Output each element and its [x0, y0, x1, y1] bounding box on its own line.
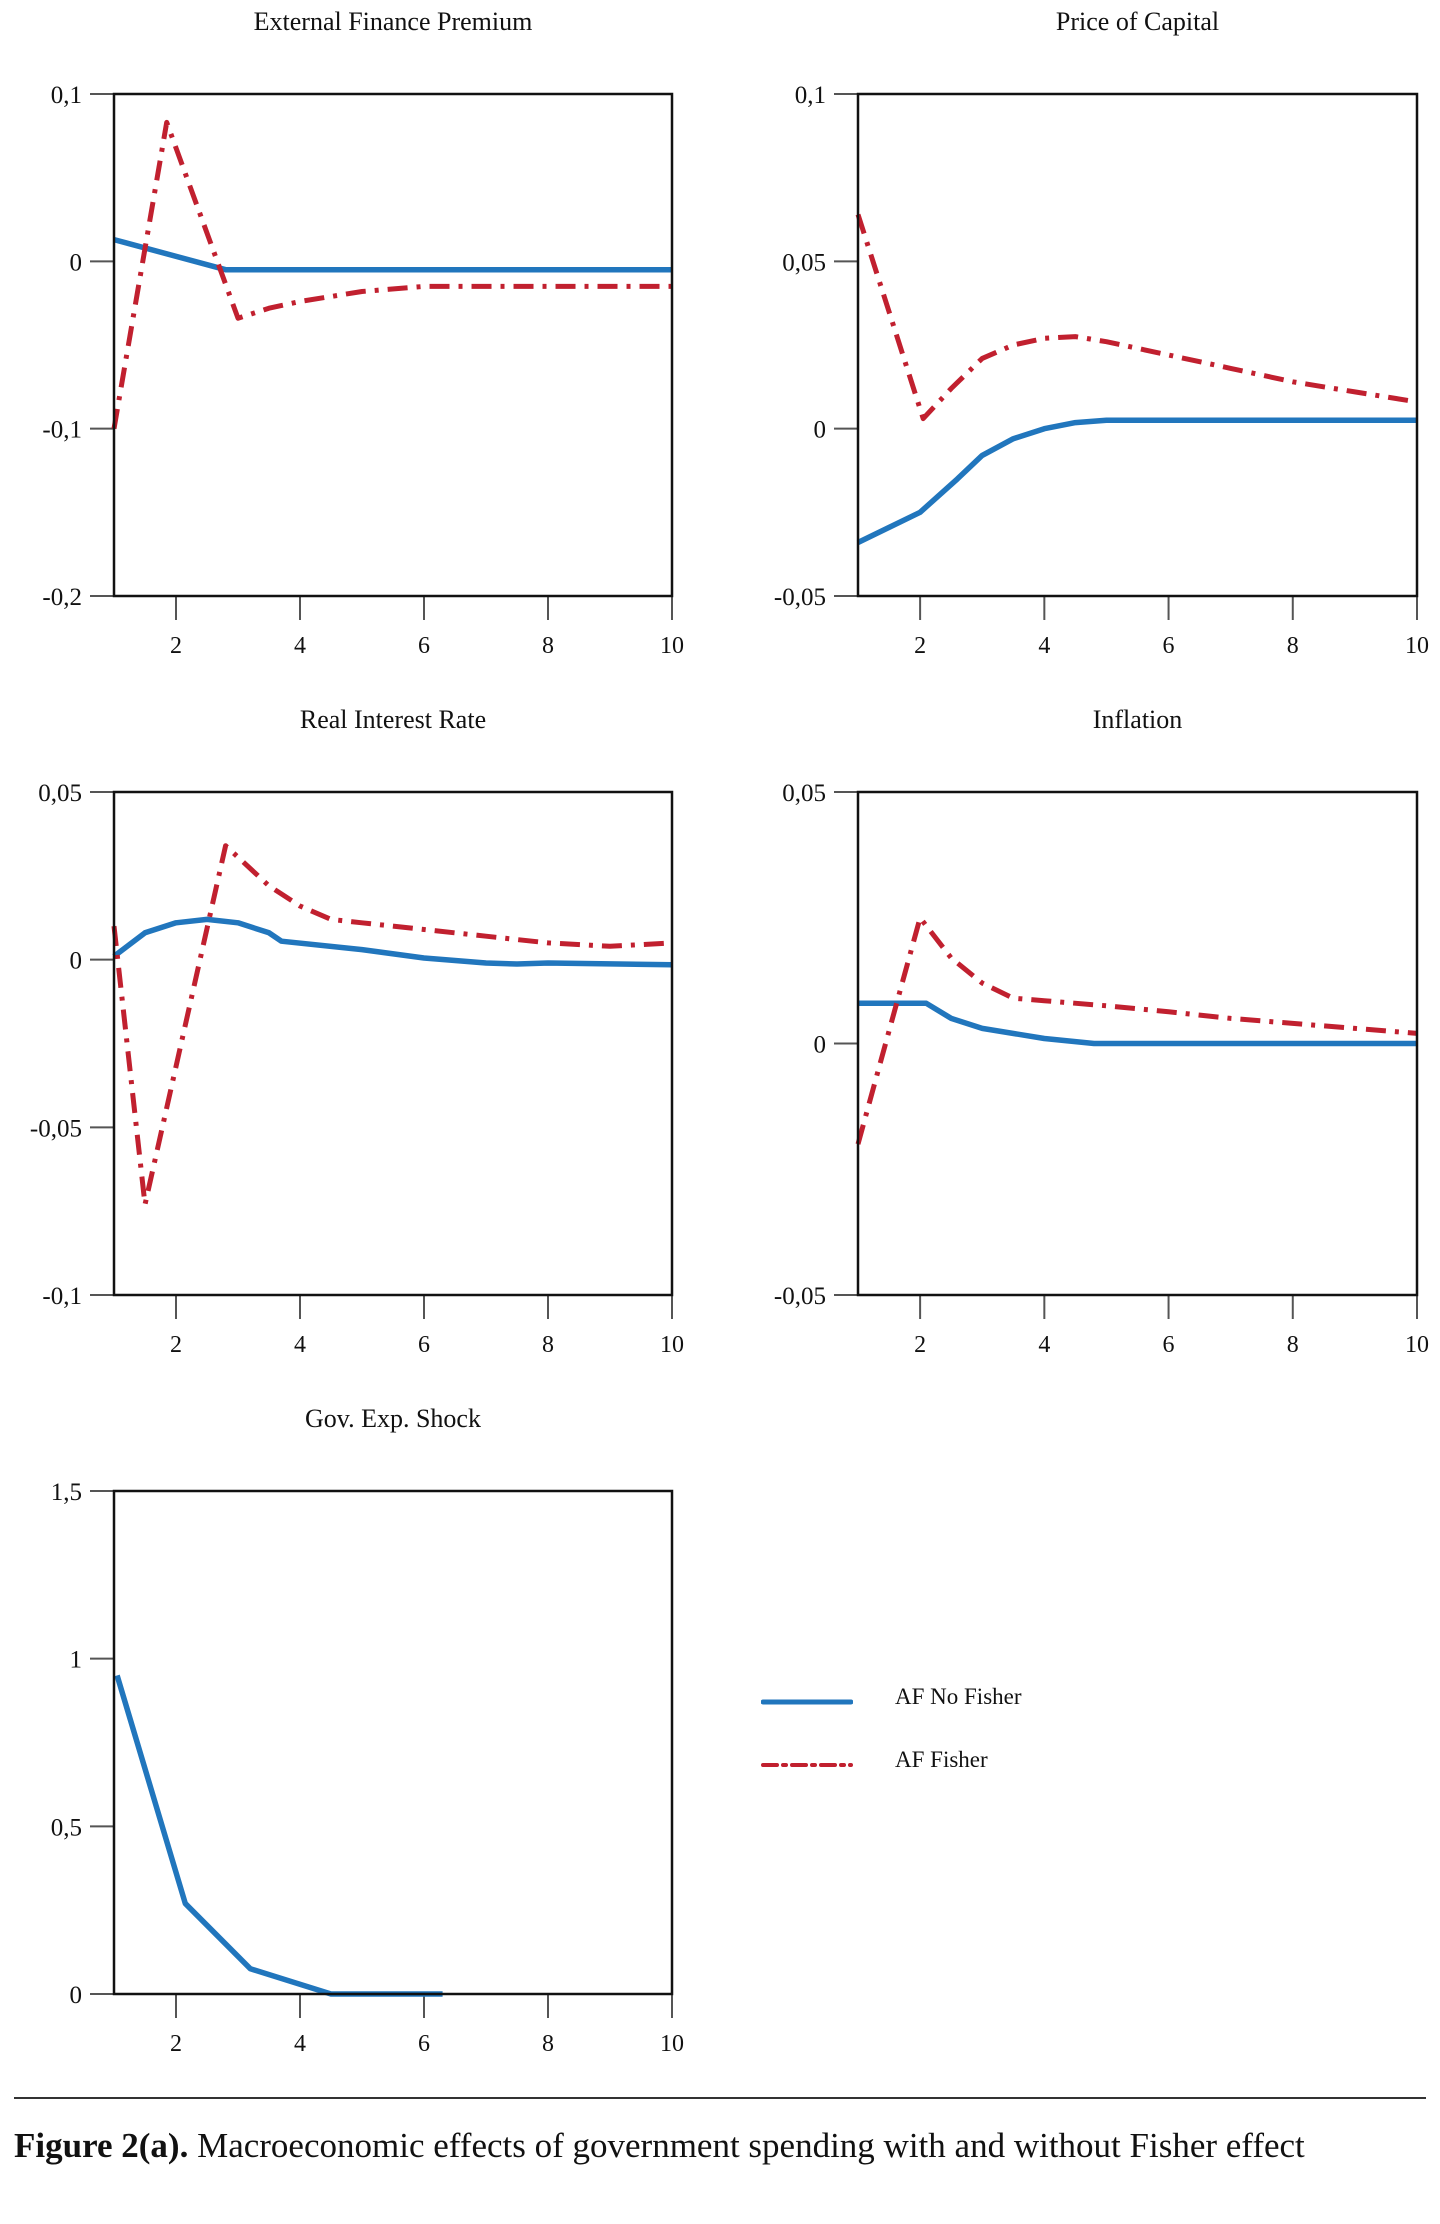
plot-frame — [856, 92, 1419, 598]
x-tick-label: 6 — [1163, 633, 1175, 659]
chart-title: Real Interest Rate — [300, 705, 486, 734]
x-tick-label: 10 — [660, 2031, 684, 2057]
y-tick-label: 0 — [814, 1032, 827, 1059]
x-tick-label: 4 — [1038, 1332, 1050, 1358]
x-tick-label: 2 — [170, 633, 182, 659]
plot-frame — [112, 1489, 674, 1996]
x-tick-label: 6 — [418, 2031, 430, 2057]
x-tick-label: 10 — [660, 633, 684, 659]
figure-caption: Figure 2(a). Macroeconomic effects of go… — [14, 2122, 1404, 2170]
x-tick-label: 2 — [170, 2031, 182, 2057]
x-tick-label: 4 — [294, 2031, 306, 2057]
x-tick-label: 6 — [418, 1332, 430, 1358]
series-line-no-fisher — [858, 1000, 1417, 1047]
y-tick-label: 1 — [70, 1647, 83, 1674]
series-line-no-fisher — [114, 1674, 443, 1997]
caption-divider — [14, 2097, 1426, 2099]
chart-title: External Finance Premium — [254, 7, 533, 36]
chart-title: Inflation — [1093, 705, 1183, 734]
y-tick-label: -0,1 — [42, 1283, 82, 1310]
x-tick-label: 4 — [294, 633, 306, 659]
caption-label: Figure 2(a). — [14, 2126, 189, 2165]
x-tick-label: 8 — [542, 2031, 554, 2057]
y-tick-label: 0,1 — [795, 82, 826, 109]
y-tick-label: 0,5 — [51, 1814, 82, 1841]
series-line-no-fisher — [856, 417, 1417, 545]
x-tick-label: 6 — [1163, 1332, 1175, 1358]
legend-label: AF Fisher — [895, 1747, 988, 1772]
y-tick-label: 0,05 — [38, 780, 82, 807]
plot-frame — [112, 790, 674, 1297]
x-tick-label: 10 — [1405, 633, 1429, 659]
y-tick-label: -0,05 — [774, 1283, 826, 1310]
x-tick-label: 6 — [418, 633, 430, 659]
caption-text: Macroeconomic effects of government spen… — [197, 2126, 1305, 2165]
series-line-no-fisher — [113, 236, 672, 273]
x-tick-label: 2 — [170, 1332, 182, 1358]
x-tick-label: 8 — [542, 1332, 554, 1358]
x-tick-label: 4 — [1038, 633, 1050, 659]
y-tick-label: 0 — [70, 948, 83, 975]
y-tick-label: -0,05 — [774, 584, 826, 611]
series-line-no-fisher — [112, 916, 673, 968]
x-tick-label: 8 — [1287, 1332, 1299, 1358]
legend-dashdot-line-icon — [761, 1763, 853, 1767]
figure-panels: External Finance Premium 0,1 0 -0,1 -0,2 2 4 6 8… — [30, 7, 1429, 2057]
y-tick-label: 0,05 — [782, 780, 826, 807]
series-line-fisher — [111, 119, 672, 430]
y-tick-label: 0 — [70, 249, 83, 276]
chart-title: Gov. Exp. Shock — [305, 1404, 481, 1433]
plot-frame — [856, 790, 1419, 1297]
legend-item-fisher: AF Fisher — [761, 1747, 988, 1772]
x-tick-label: 8 — [542, 633, 554, 659]
y-tick-label: -0,2 — [42, 584, 82, 611]
y-tick-label: -0,05 — [30, 1115, 82, 1142]
legend-solid-line-icon — [761, 1699, 853, 1705]
x-tick-label: 10 — [1405, 1332, 1429, 1358]
y-tick-label: 0 — [814, 417, 827, 444]
y-tick-label: 0,05 — [782, 249, 826, 276]
y-tick-label: 1,5 — [51, 1479, 82, 1506]
y-tick-label: 0,1 — [51, 82, 82, 109]
y-tick-label: 0 — [70, 1982, 83, 2009]
x-tick-label: 2 — [914, 1332, 926, 1358]
plot-frame — [112, 92, 674, 598]
series-line-fisher — [111, 843, 673, 1207]
legend-label: AF No Fisher — [895, 1684, 1022, 1709]
chart-title: Price of Capital — [1056, 7, 1219, 36]
y-tick-label: -0,1 — [42, 417, 82, 444]
x-tick-label: 10 — [660, 1332, 684, 1358]
x-tick-label: 4 — [294, 1332, 306, 1358]
series-line-fisher — [855, 213, 1418, 422]
x-tick-label: 8 — [1287, 633, 1299, 659]
legend-item-no-fisher: AF No Fisher — [761, 1684, 1022, 1709]
series-line-fisher — [855, 915, 1418, 1145]
x-tick-label: 2 — [914, 633, 926, 659]
